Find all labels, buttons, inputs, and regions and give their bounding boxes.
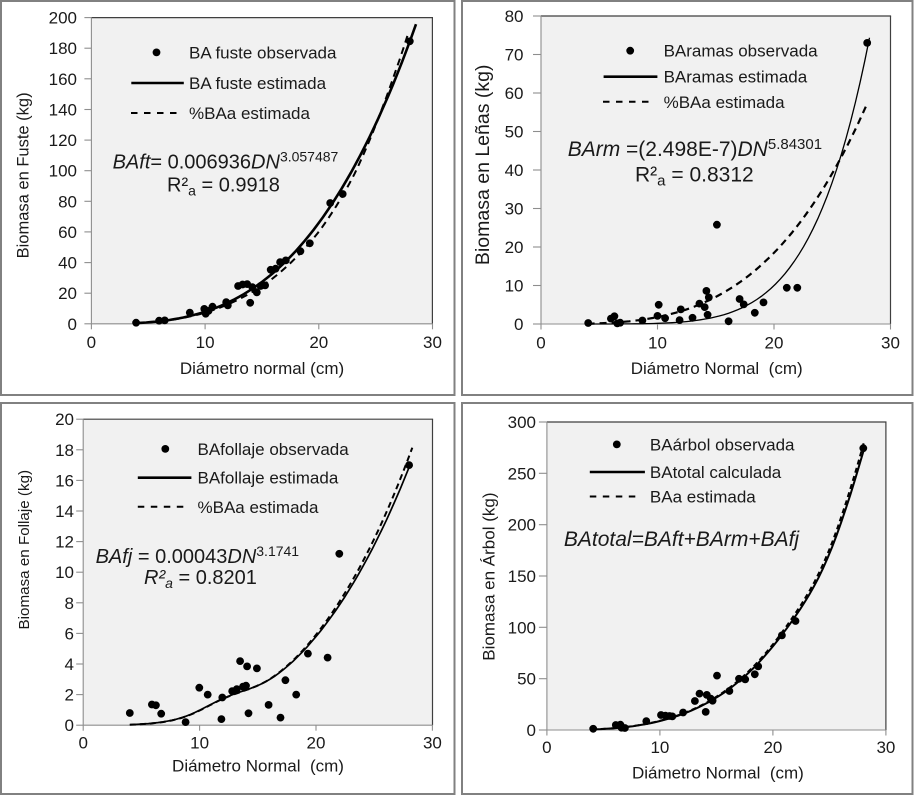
svg-text:Diámetro Normal (cm): Diámetro Normal (cm) <box>631 359 803 378</box>
svg-text:Biomasa en Leñas (kg): Biomasa en Leñas (kg) <box>472 65 494 266</box>
svg-text:180: 180 <box>49 39 77 58</box>
svg-text:0: 0 <box>65 716 74 735</box>
svg-text:20: 20 <box>58 284 77 303</box>
svg-text:60: 60 <box>505 84 524 103</box>
svg-text:20: 20 <box>55 410 74 429</box>
svg-text:BAramas estimada: BAramas estimada <box>664 68 808 87</box>
svg-text:Diámetro Normal (cm): Diámetro Normal (cm) <box>172 757 344 776</box>
svg-text:BArm =(2.498E-7)DN5.84301: BArm =(2.498E-7)DN5.84301 <box>568 136 822 161</box>
svg-text:40: 40 <box>505 161 524 180</box>
svg-text:16: 16 <box>55 471 74 490</box>
svg-text:R²a = 0.8312: R²a = 0.8312 <box>635 164 754 190</box>
svg-text:BAfollaje estimada: BAfollaje estimada <box>198 469 339 488</box>
svg-text:120: 120 <box>49 131 77 150</box>
svg-text:BAa estimada: BAa estimada <box>650 488 756 507</box>
svg-text:BAfj = 0.00043DN3.1741: BAfj = 0.00043DN3.1741 <box>96 543 300 568</box>
svg-text:BAárbol observada: BAárbol observada <box>650 435 795 454</box>
svg-text:R²a = 0.9918: R²a = 0.9918 <box>167 175 280 199</box>
svg-text:BAfollaje observada: BAfollaje observada <box>198 440 350 459</box>
svg-text:BAtotal calculada: BAtotal calculada <box>650 463 782 482</box>
svg-text:160: 160 <box>49 70 77 89</box>
svg-text:10: 10 <box>505 277 524 296</box>
svg-text:20: 20 <box>763 738 782 757</box>
svg-text:6: 6 <box>65 624 74 643</box>
svg-text:200: 200 <box>508 516 536 535</box>
svg-text:BAramas observada: BAramas observada <box>664 42 819 61</box>
svg-text:Diámetro normal (cm): Diámetro normal (cm) <box>180 359 344 378</box>
svg-text:30: 30 <box>876 738 895 757</box>
svg-text:50: 50 <box>505 123 524 142</box>
svg-text:0: 0 <box>87 333 96 352</box>
svg-text:20: 20 <box>307 733 326 752</box>
svg-text:10: 10 <box>650 738 669 757</box>
svg-text:8: 8 <box>65 594 74 613</box>
svg-text:50: 50 <box>517 670 536 689</box>
svg-text:Biomasa en Árbol (kg): Biomasa en Árbol (kg) <box>479 493 498 661</box>
svg-text:200: 200 <box>49 9 77 28</box>
svg-text:30: 30 <box>881 334 900 353</box>
svg-text:10: 10 <box>190 733 209 752</box>
svg-text:Biomasa en Fuste (kg): Biomasa en Fuste (kg) <box>15 92 33 258</box>
svg-text:12: 12 <box>55 533 74 552</box>
svg-text:BAtotal=BAft+BArm+BAfj: BAtotal=BAft+BArm+BAfj <box>564 528 801 551</box>
svg-text:30: 30 <box>505 200 524 219</box>
svg-text:70: 70 <box>505 46 524 65</box>
svg-text:0: 0 <box>514 315 523 334</box>
svg-text:20: 20 <box>309 333 328 352</box>
svg-text:BAft= 0.006936DN3.057487: BAft= 0.006936DN3.057487 <box>113 149 339 174</box>
svg-text:BA fuste estimada: BA fuste estimada <box>189 74 327 93</box>
svg-text:2: 2 <box>65 686 74 705</box>
svg-text:0: 0 <box>68 315 77 334</box>
svg-text:300: 300 <box>508 413 536 432</box>
svg-text:10: 10 <box>55 563 74 582</box>
svg-text:80: 80 <box>58 192 77 211</box>
svg-text:150: 150 <box>508 567 536 586</box>
svg-text:100: 100 <box>49 162 77 181</box>
svg-text:18: 18 <box>55 441 74 460</box>
svg-text:%BAa estimada: %BAa estimada <box>198 498 319 517</box>
svg-text:4: 4 <box>65 655 74 674</box>
svg-text:Biomasa en Follaje (kg): Biomasa en Follaje (kg) <box>16 470 33 630</box>
svg-text:20: 20 <box>765 334 784 353</box>
svg-text:%BAa estimada: %BAa estimada <box>189 104 310 123</box>
svg-text:10: 10 <box>196 333 215 352</box>
svg-text:14: 14 <box>55 502 74 521</box>
svg-text:60: 60 <box>58 223 77 242</box>
svg-text:30: 30 <box>423 333 442 352</box>
svg-text:250: 250 <box>508 464 536 483</box>
svg-text:0: 0 <box>536 334 545 353</box>
svg-text:10: 10 <box>648 334 667 353</box>
svg-text:30: 30 <box>423 733 442 752</box>
svg-text:BA fuste observada: BA fuste observada <box>189 43 337 62</box>
svg-text:0: 0 <box>542 738 551 757</box>
svg-text:Diámetro Normal (cm): Diámetro Normal (cm) <box>632 763 804 782</box>
svg-text:140: 140 <box>49 101 77 120</box>
svg-text:20: 20 <box>505 238 524 257</box>
svg-text:40: 40 <box>58 254 77 273</box>
svg-text:100: 100 <box>508 618 536 637</box>
svg-text:R²a = 0.8201: R²a = 0.8201 <box>144 567 257 591</box>
svg-text:0: 0 <box>527 721 536 740</box>
svg-text:0: 0 <box>78 733 87 752</box>
svg-text:%BAa estimada: %BAa estimada <box>664 93 785 112</box>
svg-text:80: 80 <box>505 7 524 26</box>
